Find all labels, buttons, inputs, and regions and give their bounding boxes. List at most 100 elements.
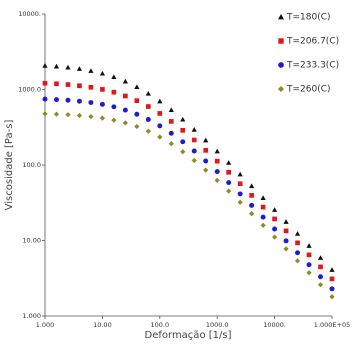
marker bbox=[122, 120, 128, 126]
x-tick-label: 1.000 bbox=[36, 321, 55, 329]
marker bbox=[77, 83, 82, 89]
x-tick-label: 10000. bbox=[263, 321, 286, 329]
marker bbox=[249, 193, 254, 198]
legend-label: T=260(C) bbox=[286, 85, 331, 95]
marker bbox=[88, 113, 94, 120]
marker bbox=[134, 84, 140, 89]
marker bbox=[203, 137, 209, 143]
marker bbox=[111, 117, 117, 123]
x-tick-label: 10.00 bbox=[93, 321, 112, 329]
marker bbox=[54, 81, 59, 87]
marker bbox=[145, 90, 151, 96]
marker bbox=[306, 270, 312, 276]
marker bbox=[54, 97, 59, 103]
marker bbox=[283, 228, 289, 234]
y-tick-label: 1000.0 bbox=[18, 86, 41, 94]
marker bbox=[306, 262, 312, 268]
marker bbox=[272, 234, 278, 240]
y-tick-label: 10.00 bbox=[22, 237, 41, 245]
marker bbox=[145, 116, 151, 122]
y-tick-label: 10000. bbox=[18, 10, 41, 18]
marker bbox=[260, 222, 266, 228]
marker bbox=[318, 274, 323, 280]
marker bbox=[329, 276, 335, 282]
legend-marker bbox=[278, 14, 284, 20]
marker bbox=[168, 141, 174, 147]
x-tick-label: 1000.0 bbox=[206, 321, 229, 329]
marker bbox=[76, 66, 83, 71]
marker bbox=[237, 171, 243, 177]
marker bbox=[157, 111, 163, 116]
marker bbox=[191, 137, 197, 143]
marker bbox=[329, 267, 335, 272]
marker bbox=[180, 139, 186, 145]
marker bbox=[272, 226, 278, 232]
marker bbox=[157, 123, 163, 129]
marker bbox=[294, 231, 301, 236]
marker bbox=[76, 98, 82, 104]
marker bbox=[42, 80, 48, 86]
marker bbox=[272, 207, 278, 212]
y-tick-label: 100.0 bbox=[22, 161, 41, 169]
marker bbox=[145, 104, 151, 109]
marker bbox=[306, 243, 312, 248]
marker bbox=[53, 63, 60, 69]
legend-label: T=206.7(C) bbox=[286, 37, 339, 47]
marker bbox=[272, 216, 277, 222]
marker bbox=[249, 211, 255, 217]
marker bbox=[214, 169, 220, 175]
legend-marker bbox=[278, 62, 284, 68]
y-tick-label: 1.000 bbox=[22, 312, 41, 320]
marker bbox=[203, 147, 209, 153]
marker bbox=[294, 258, 301, 264]
marker bbox=[168, 130, 174, 136]
marker bbox=[191, 127, 197, 132]
marker bbox=[180, 149, 186, 155]
marker bbox=[180, 127, 186, 133]
marker bbox=[88, 100, 94, 106]
marker bbox=[53, 111, 60, 117]
marker bbox=[329, 294, 335, 300]
marker bbox=[226, 169, 232, 175]
y-axis-title: Viscosidade [Pa-s] bbox=[4, 120, 15, 211]
marker bbox=[42, 63, 48, 68]
marker bbox=[249, 202, 255, 208]
marker bbox=[306, 252, 312, 258]
marker bbox=[283, 246, 289, 252]
marker bbox=[65, 82, 71, 87]
x-axis-title: Deformação [1/s] bbox=[145, 330, 232, 341]
marker bbox=[214, 158, 220, 164]
marker bbox=[111, 104, 117, 110]
legend-label: T=233.3(C) bbox=[286, 61, 339, 71]
marker bbox=[168, 119, 174, 124]
marker bbox=[88, 84, 94, 90]
marker bbox=[123, 93, 128, 99]
marker bbox=[329, 286, 335, 292]
marker bbox=[157, 134, 163, 140]
marker bbox=[226, 188, 232, 194]
marker bbox=[157, 98, 163, 104]
marker bbox=[99, 70, 105, 76]
marker bbox=[65, 97, 71, 103]
marker bbox=[191, 157, 197, 164]
x-tick-label: 1.000E+05 bbox=[314, 321, 350, 329]
marker bbox=[249, 183, 255, 189]
marker bbox=[260, 195, 266, 200]
x-tick-label: 100.0 bbox=[150, 321, 169, 329]
marker bbox=[65, 112, 71, 118]
marker bbox=[99, 101, 105, 107]
marker bbox=[214, 148, 220, 154]
marker bbox=[203, 158, 209, 164]
marker bbox=[42, 96, 48, 102]
marker bbox=[111, 89, 117, 95]
marker bbox=[88, 68, 94, 73]
marker bbox=[168, 107, 174, 113]
marker bbox=[145, 128, 151, 134]
marker bbox=[99, 115, 105, 121]
marker bbox=[317, 282, 324, 288]
marker bbox=[237, 199, 243, 205]
legend-marker bbox=[278, 38, 284, 44]
marker bbox=[111, 74, 117, 80]
marker bbox=[237, 191, 243, 197]
